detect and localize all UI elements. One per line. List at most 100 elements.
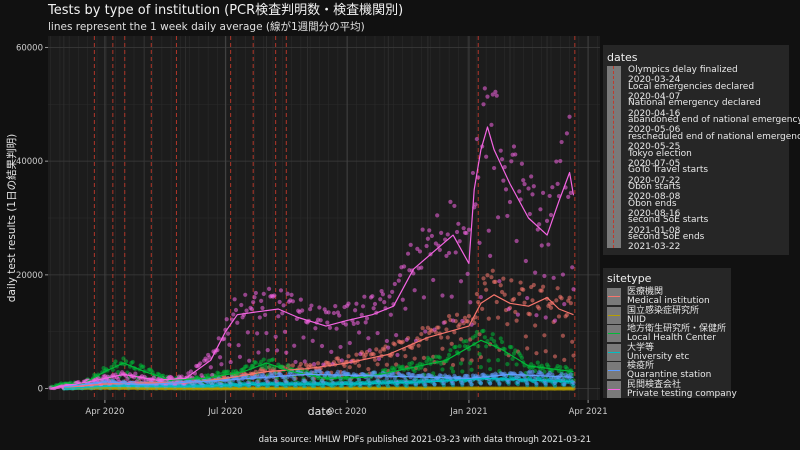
point-s4-383 xyxy=(568,372,573,377)
sitetype-legend-label-en-0: Medical institution xyxy=(627,296,710,306)
point-s5-113 xyxy=(198,361,203,366)
point-s5-267 xyxy=(401,264,407,269)
gridlines xyxy=(48,36,600,400)
dates-legend-label-4: rescheduled end of national emergency xyxy=(628,131,800,142)
dates-legend-date-10: 2021-03-22 xyxy=(628,242,681,253)
point-s0-295 xyxy=(452,330,457,335)
point-s5-316 xyxy=(466,227,472,232)
point-s5-196 xyxy=(308,307,313,312)
point-s5-307 xyxy=(454,229,460,235)
point-s5-190 xyxy=(300,308,305,313)
point-s5-358 xyxy=(522,181,527,187)
point-s0-244 xyxy=(384,362,389,367)
point-s2-341 xyxy=(499,339,505,345)
point-s5-161 xyxy=(261,291,266,296)
point-s4-168 xyxy=(284,380,289,385)
point-s5-330 xyxy=(485,94,490,99)
point-s5-348 xyxy=(509,159,514,164)
point-s5-344 xyxy=(503,187,509,192)
point-s4-182 xyxy=(302,379,307,384)
point-s5-197 xyxy=(309,303,314,308)
point-s5-341 xyxy=(499,157,505,162)
point-s5-286 xyxy=(427,228,432,233)
point-s5-136 xyxy=(228,359,233,365)
point-s5-368 xyxy=(535,227,540,232)
point-s4-294 xyxy=(450,381,456,386)
point-s2-340 xyxy=(498,336,503,341)
point-s0-250 xyxy=(392,342,397,347)
point-s5-142 xyxy=(236,343,241,348)
x-tick-label-4: Apr 2021 xyxy=(569,407,608,417)
point-s5-135 xyxy=(227,342,232,347)
point-s5-354 xyxy=(517,189,522,194)
point-s0-291 xyxy=(446,314,452,319)
point-s5-306 xyxy=(453,250,458,255)
point-s4-132 xyxy=(236,378,241,384)
point-s5-172 xyxy=(276,314,281,319)
point-s2-304 xyxy=(450,369,456,374)
point-s5-277 xyxy=(415,246,420,251)
point-s5-106 xyxy=(188,369,194,374)
point-s5-215 xyxy=(333,304,338,309)
point-s0-306 xyxy=(466,314,472,319)
point-s5-378 xyxy=(548,212,554,218)
point-s5-248 xyxy=(376,356,382,362)
point-s0-362 xyxy=(540,284,546,289)
point-s5-258 xyxy=(390,289,395,294)
point-s0-258 xyxy=(403,354,408,359)
point-s4-194 xyxy=(318,370,323,375)
point-s5-268 xyxy=(403,306,408,311)
point-s5-154 xyxy=(252,295,257,300)
sitetype-legend-label-ja-2: 地方衛生研究所・保健所 xyxy=(627,324,727,334)
point-s0-236 xyxy=(374,347,379,352)
point-s5-235 xyxy=(359,312,364,317)
point-s5-175 xyxy=(280,311,285,316)
point-s5-377 xyxy=(547,193,552,199)
point-s5-329 xyxy=(484,154,489,159)
point-s5-153 xyxy=(251,300,256,305)
point-s5-129 xyxy=(219,362,224,367)
sitetype-legend-swatch-2 xyxy=(608,333,620,334)
point-s5-263 xyxy=(396,278,401,283)
point-s4-174 xyxy=(292,376,297,382)
point-s5-216 xyxy=(334,326,339,331)
point-s2-288 xyxy=(429,357,434,362)
point-s2-317 xyxy=(468,360,473,366)
point-s5-163 xyxy=(264,330,269,336)
point-s5-269 xyxy=(404,337,409,342)
point-s5-184 xyxy=(292,343,297,348)
point-s2-309 xyxy=(457,344,462,349)
point-s5-209 xyxy=(325,320,330,325)
point-s0-289 xyxy=(444,327,449,332)
point-s4-159 xyxy=(272,371,277,376)
point-s5-283 xyxy=(423,329,428,334)
point-s5-264 xyxy=(398,273,403,278)
point-s5-361 xyxy=(526,186,531,191)
point-s2-134 xyxy=(225,369,231,374)
point-s5-164 xyxy=(265,348,270,353)
point-s2-331 xyxy=(486,358,491,363)
point-s0-331 xyxy=(499,289,505,295)
sitetype-legend-key-0 xyxy=(607,288,621,305)
sitetype-legend-swatch-1 xyxy=(608,314,620,316)
point-s2-368 xyxy=(535,360,540,365)
point-s5-261 xyxy=(394,333,399,338)
point-s5-157 xyxy=(256,350,261,355)
avg-line-s2 xyxy=(50,339,574,389)
point-s2-155 xyxy=(253,360,258,365)
point-s4-378 xyxy=(562,381,567,387)
point-s5-374 xyxy=(543,315,548,320)
point-s0-223 xyxy=(356,363,362,368)
point-s2-345 xyxy=(505,362,510,367)
point-s2-332 xyxy=(488,366,493,372)
point-s5-250 xyxy=(379,289,384,294)
point-s5-340 xyxy=(498,148,503,153)
point-s2-328 xyxy=(482,335,487,340)
point-s5-314 xyxy=(464,230,469,236)
point-s2-335 xyxy=(492,339,497,344)
point-s4-371 xyxy=(552,380,558,385)
point-s0-265 xyxy=(412,356,417,361)
point-s2-323 xyxy=(476,344,481,349)
point-s5-139 xyxy=(232,297,237,302)
point-s0-345 xyxy=(518,280,523,285)
